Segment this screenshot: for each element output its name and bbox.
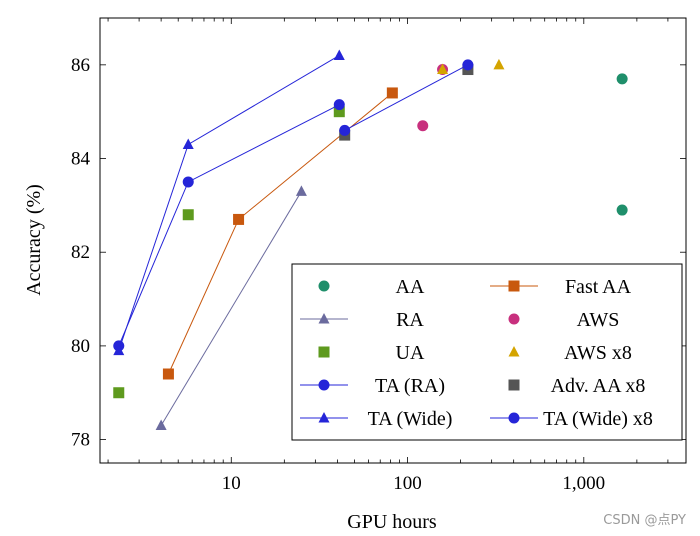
series-ua xyxy=(113,106,345,399)
data-point xyxy=(182,138,194,149)
legend-label: AWS x8 xyxy=(564,342,632,364)
x-tick-label: 1,000 xyxy=(562,473,605,494)
legend: AA Fast AA RA AWS UA AWS x8 TA (RA) Adv. AA x8 T… xyxy=(291,263,683,441)
data-point xyxy=(233,213,245,225)
plot-area xyxy=(113,49,628,431)
x-tick-label: 100 xyxy=(393,473,422,494)
legend-marker xyxy=(318,346,330,358)
y-tick-label: 86 xyxy=(71,55,90,76)
legend-label: Fast AA xyxy=(565,276,632,298)
data-point xyxy=(616,204,628,216)
y-axis-label: Accuracy (%) xyxy=(23,184,45,296)
series-aws-x8 xyxy=(437,58,505,75)
data-point xyxy=(295,185,307,196)
legend-label: TA (Wide) x8 xyxy=(543,408,653,430)
legend-marker xyxy=(508,379,520,391)
legend-marker xyxy=(508,313,520,325)
legend-marker xyxy=(318,412,330,423)
legend-entry: AWS x8 xyxy=(508,342,632,364)
series-ta-wide xyxy=(113,49,345,356)
series-ra xyxy=(155,185,307,431)
legend-label: RA xyxy=(396,309,424,331)
series-line xyxy=(344,64,469,131)
data-point xyxy=(616,73,628,85)
legend-entry: Fast AA xyxy=(490,276,632,298)
series-aa xyxy=(616,73,628,216)
data-point xyxy=(182,209,194,221)
data-point xyxy=(437,63,449,75)
data-point xyxy=(333,49,345,60)
legend-label: TA (RA) xyxy=(375,375,445,397)
data-point xyxy=(162,368,174,380)
y-tick-label: 78 xyxy=(71,430,90,451)
legend-label: Adv. AA x8 xyxy=(551,375,646,397)
data-point xyxy=(386,87,398,99)
y-tick-label: 80 xyxy=(71,336,90,357)
data-point xyxy=(182,176,194,188)
legend-entry: UA xyxy=(318,342,425,364)
data-point xyxy=(333,99,345,111)
data-point xyxy=(333,106,345,118)
series-adv-aa-x8 xyxy=(339,64,474,141)
y-tick-label: 84 xyxy=(71,149,91,170)
legend-box xyxy=(291,263,683,441)
legend-entry: TA (RA) xyxy=(300,375,445,397)
y-tick-label: 82 xyxy=(71,242,90,263)
legend-marker xyxy=(508,346,520,357)
x-tick-label: 10 xyxy=(222,473,241,494)
series-ta-wide-x8 xyxy=(339,59,474,136)
legend-entry: TA (Wide) x8 xyxy=(490,408,653,430)
legend-marker xyxy=(508,280,520,292)
legend-label: TA (Wide) xyxy=(368,408,453,430)
watermark: CSDN @点PY xyxy=(603,513,686,528)
legend-marker xyxy=(318,313,330,324)
axes: 10 100 1,000 78 80 82 84 86 xyxy=(71,17,687,494)
data-point xyxy=(493,58,505,70)
legend-label: AWS xyxy=(577,309,620,331)
data-point xyxy=(339,124,351,136)
legend-label: UA xyxy=(396,342,425,364)
legend-entry: TA (Wide) xyxy=(300,408,452,430)
legend-marker xyxy=(508,412,520,424)
legend-entry: Adv. AA x8 xyxy=(508,375,646,397)
data-point xyxy=(155,419,167,431)
legend-entry: AWS xyxy=(508,309,620,331)
legend-label: AA xyxy=(396,276,425,298)
legend-marker xyxy=(318,379,330,391)
x-axis-label: GPU hours xyxy=(347,511,437,533)
data-point xyxy=(462,59,474,71)
plot-frame xyxy=(99,17,687,464)
legend-marker xyxy=(318,280,330,292)
legend-entry: RA xyxy=(300,309,424,331)
legend-entry: AA xyxy=(318,276,425,298)
series-line xyxy=(160,191,302,426)
data-point xyxy=(417,120,429,132)
data-point xyxy=(113,344,125,356)
series-aws xyxy=(417,64,449,132)
data-point xyxy=(113,387,125,399)
